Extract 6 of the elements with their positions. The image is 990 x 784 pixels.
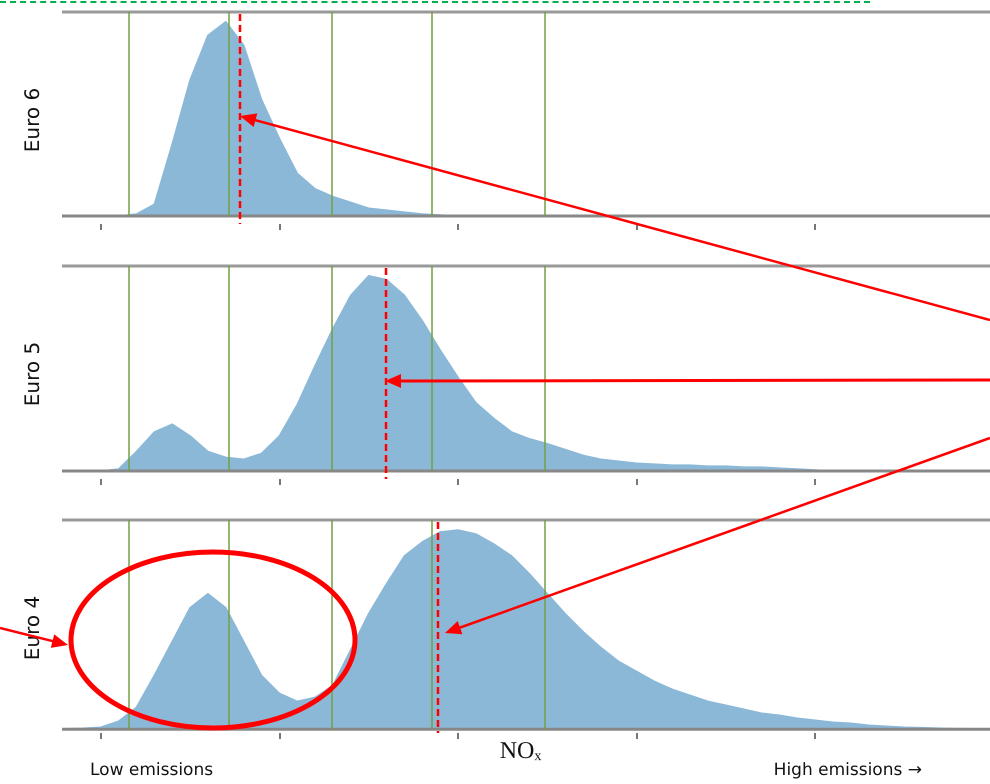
text: Low emissions [90, 760, 214, 780]
y-axis-title: Euro 4 [20, 596, 44, 660]
x-axis-title: NOₓ [500, 738, 542, 764]
y-axis-title: Euro 6 [20, 88, 44, 152]
y-axis-title: Euro 5 [20, 342, 44, 406]
text: High emissions → [774, 760, 922, 780]
